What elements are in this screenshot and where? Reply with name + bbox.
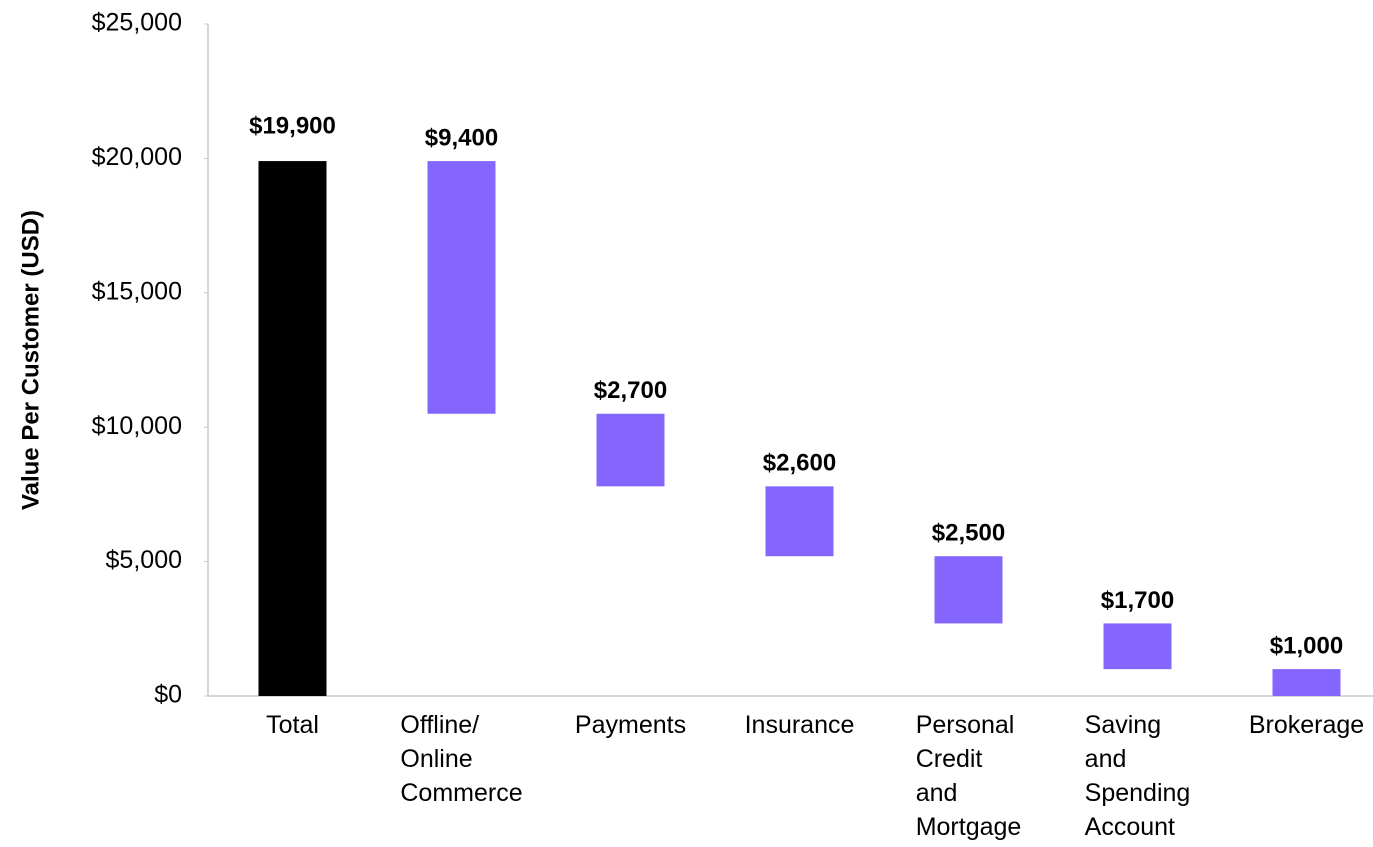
bar — [1272, 669, 1341, 696]
x-tick-label: Payments — [574, 711, 687, 739]
x-tick-label: Offline/ Online Commerce — [400, 711, 523, 807]
x-tick-label: Brokerage — [1248, 711, 1365, 739]
data-label: $9,400 — [425, 124, 498, 151]
data-label: $19,900 — [249, 112, 336, 139]
data-label: $2,700 — [594, 377, 667, 404]
bar — [765, 486, 834, 557]
bar — [934, 556, 1003, 624]
x-tick-label: Insurance — [744, 711, 855, 739]
bar — [258, 161, 327, 696]
data-label: $1,700 — [1101, 587, 1174, 614]
bar — [596, 413, 665, 487]
y-axis-title: Value Per Customer (USD) — [17, 210, 44, 510]
y-tick-label: $0 — [154, 681, 182, 709]
data-label: $1,000 — [1270, 632, 1343, 659]
y-tick-label: $15,000 — [92, 277, 182, 305]
y-tick-label: $5,000 — [106, 546, 182, 574]
x-tick-label: Saving and Spending Account — [1084, 711, 1191, 841]
y-tick-label: $10,000 — [92, 412, 182, 440]
y-tick-label: $25,000 — [92, 9, 182, 37]
x-tick-label: Total — [266, 711, 319, 739]
y-tick-label: $20,000 — [92, 143, 182, 171]
data-label: $2,500 — [932, 520, 1005, 547]
bar — [1103, 623, 1172, 670]
bar — [427, 161, 496, 414]
data-label: $2,600 — [763, 450, 836, 477]
x-tick-label: Personal Credit and Mortgage — [915, 711, 1022, 841]
